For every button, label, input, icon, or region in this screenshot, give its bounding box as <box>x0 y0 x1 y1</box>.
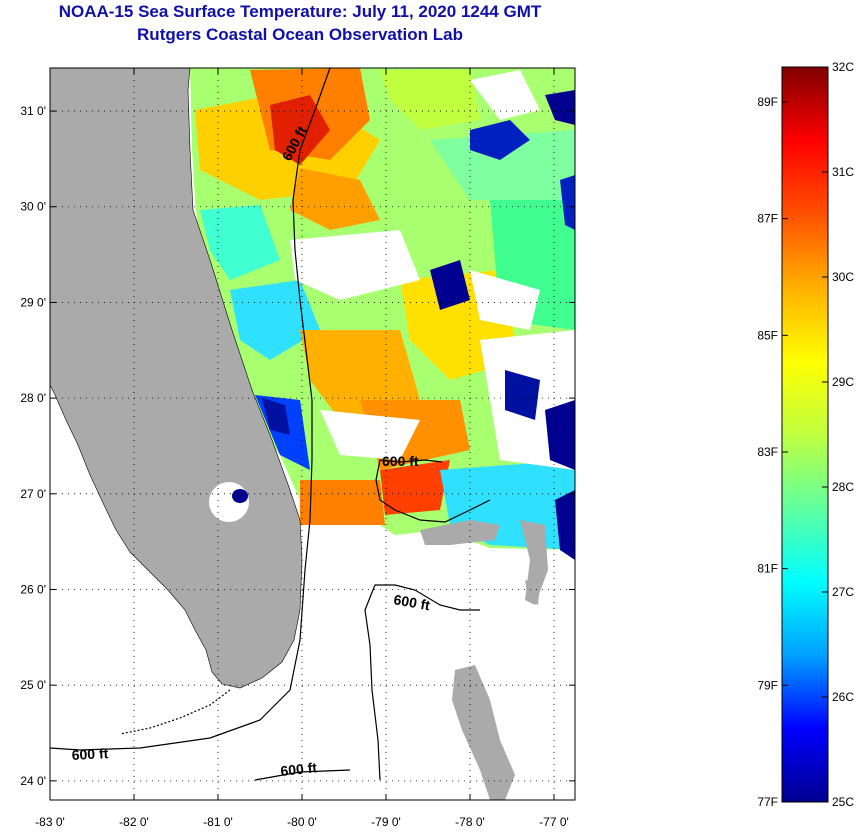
lat-tick-label: 31 0' <box>20 104 46 118</box>
colorbar-fahrenheit-label: 79F <box>757 678 778 692</box>
colorbar-celsius-label: 28C <box>832 480 854 494</box>
colorbar-fahrenheit-label: 81F <box>757 562 778 576</box>
lat-tick-label: 27 0' <box>20 487 46 501</box>
lon-tick-label: -77 0' <box>539 815 569 829</box>
colorbar-gradient <box>781 66 829 803</box>
colorbar-fahrenheit-label: 87F <box>757 212 778 226</box>
isobath-contours <box>50 68 491 781</box>
isobath-label-gulf: 600 ft <box>71 745 109 763</box>
colorbar-fahrenheit-label: 85F <box>757 328 778 342</box>
map-subtitle: Rutgers Coastal Ocean Observation Lab <box>137 25 463 44</box>
andros-island <box>452 665 515 800</box>
sst-swath <box>190 68 575 560</box>
isobath-label-bahamas-north: 600 ft <box>382 453 419 469</box>
axis-ticks: -83 0' -82 0' -81 0' -80 0' -79 0' -78 0' -77 … <box>20 68 575 829</box>
colorbar-fahrenheit-label: 77F <box>757 795 778 809</box>
lon-tick-label: -82 0' <box>119 815 149 829</box>
lat-tick-label: 29 0' <box>20 295 46 309</box>
abaco-island <box>520 520 548 605</box>
colorbar-celsius-label: 27C <box>832 585 854 599</box>
temperature-colorbar: 32C 31C 30C 29C 28C 27C 26C 25C 89F 87F 85F 83F 81F 7… <box>757 60 854 809</box>
sst-map: 600 ft 600 ft 600 ft 600 ft 600 ft -83 0… <box>20 67 576 829</box>
colorbar-celsius-label: 30C <box>832 270 854 284</box>
colorbar-celsius-label: 29C <box>832 375 854 389</box>
map-title: NOAA-15 Sea Surface Temperature: July 11… <box>58 2 542 21</box>
bahamas-islands <box>525 580 540 605</box>
map-frame <box>49 67 576 801</box>
colorbar-celsius-label: 26C <box>832 690 854 704</box>
lon-tick-label: -79 0' <box>371 815 401 829</box>
colorbar-celsius-label: 31C <box>832 165 854 179</box>
isobath-label-south: 600 ft <box>280 759 318 779</box>
isobath-label-bahamas-south: 600 ft <box>392 591 431 613</box>
lon-tick-label: -80 0' <box>287 815 317 829</box>
lat-tick-label: 24 0' <box>20 774 46 788</box>
lon-tick-label: -81 0' <box>203 815 233 829</box>
colorbar-celsius-label: 32C <box>832 60 854 74</box>
lat-tick-label: 30 0' <box>20 200 46 214</box>
grand-bahama-island <box>420 520 500 545</box>
lat-tick-label: 25 0' <box>20 678 46 692</box>
lon-tick-label: -78 0' <box>455 815 485 829</box>
lat-tick-label: 28 0' <box>20 391 46 405</box>
colorbar-fahrenheit-label: 89F <box>757 95 778 109</box>
lat-tick-label: 26 0' <box>20 582 46 596</box>
colorbar-celsius-label: 25C <box>832 795 854 809</box>
florida-keys <box>119 689 231 735</box>
florida-landmass <box>50 68 303 689</box>
colorbar-fahrenheit-label: 83F <box>757 445 778 459</box>
lon-tick-label: -83 0' <box>35 815 65 829</box>
